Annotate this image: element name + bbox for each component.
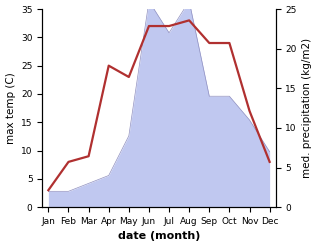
X-axis label: date (month): date (month) [118, 231, 200, 242]
Y-axis label: med. precipitation (kg/m2): med. precipitation (kg/m2) [302, 38, 313, 178]
Y-axis label: max temp (C): max temp (C) [5, 72, 16, 144]
